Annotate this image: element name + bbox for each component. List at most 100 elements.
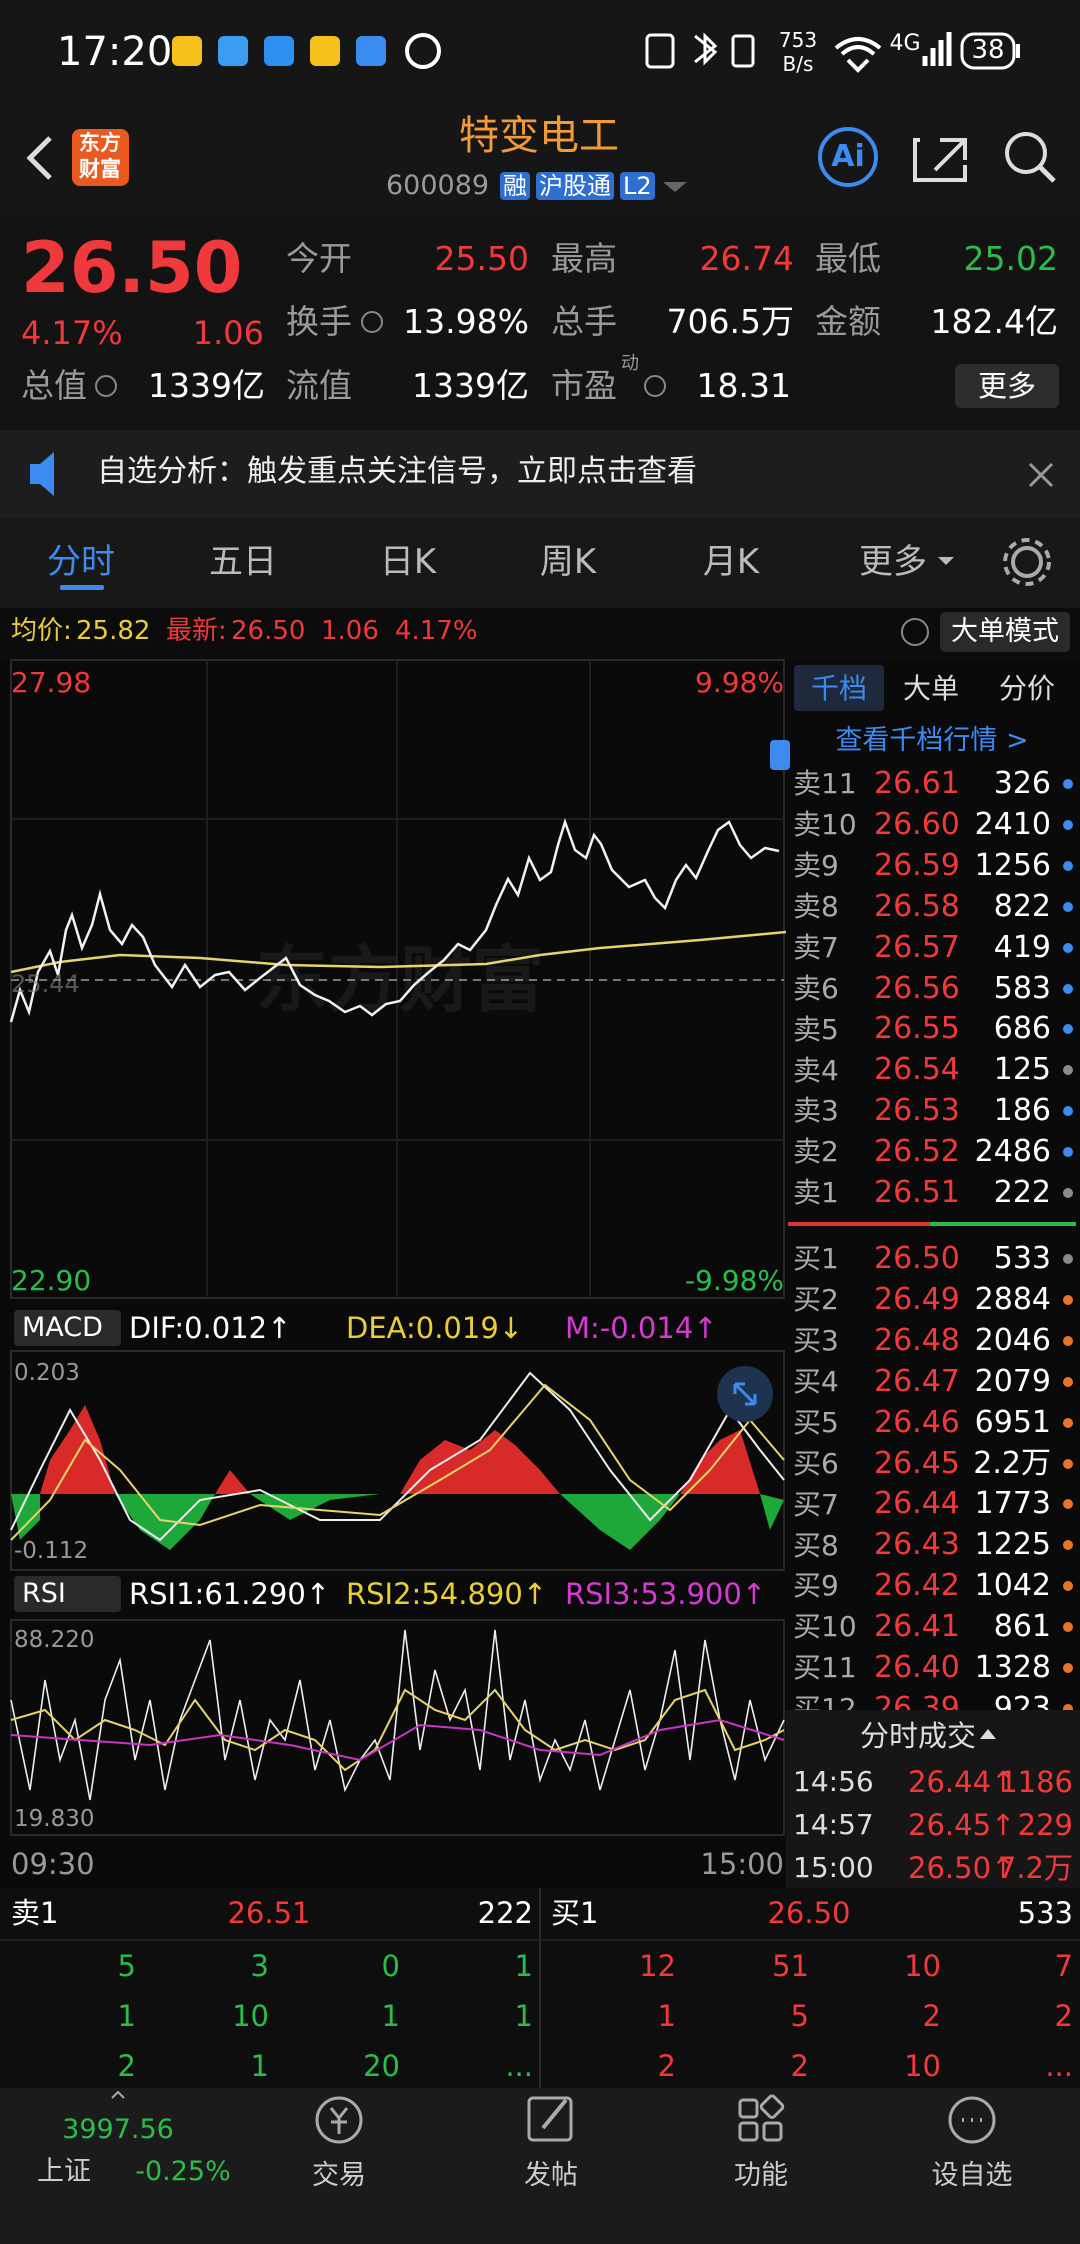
more-label[interactable]: 更多 [977, 368, 1037, 403]
tab[interactable]: 更多 [859, 541, 927, 582]
trades-title[interactable]: 分时成交 [860, 1719, 1000, 1754]
ai-button[interactable] [818, 127, 878, 187]
field-label: 市盈 [551, 366, 617, 406]
post-icon[interactable] [527, 2096, 573, 2142]
info-icon[interactable] [644, 375, 666, 397]
macd-selector[interactable] [14, 1310, 121, 1346]
rsi3-line [10, 1718, 785, 1762]
nav-item[interactable]: 交易 [312, 2159, 366, 2191]
nav-item[interactable]: 设自选 [931, 2159, 1013, 2191]
level-volume: 822 [993, 888, 1051, 924]
app-icon [356, 36, 386, 66]
book-tab[interactable]: 千档 [810, 672, 868, 706]
notice-text[interactable]: 自选分析：触发重点关注信号，立即点击查看 [97, 454, 697, 489]
summary-cell: 3 [250, 1948, 269, 1983]
level-dot [1063, 1065, 1073, 1076]
level-label: 卖6 [793, 971, 839, 1005]
level-price: 26.61 [874, 766, 960, 801]
watermark: 东方财富 [255, 937, 545, 1022]
summary-cell: 2 [790, 2048, 809, 2083]
index-name: 上证 [37, 2155, 91, 2187]
level-volume: 2486 [974, 1134, 1051, 1170]
book-tab-active[interactable] [794, 665, 884, 711]
back-button[interactable] [26, 136, 52, 180]
level-volume: 125 [993, 1052, 1051, 1088]
level-volume: 686 [993, 1011, 1051, 1047]
ai-label[interactable]: Ai [831, 139, 865, 174]
app-icon [310, 36, 340, 66]
trade-time: 14:57 [793, 1808, 874, 1842]
level-dot [1063, 1540, 1073, 1551]
level-label: 卖1 [793, 1176, 839, 1210]
field-value: 182.4亿 [930, 302, 1058, 342]
watchlist-icon[interactable] [948, 2096, 996, 2144]
help-icon[interactable] [901, 618, 929, 646]
level-dot [1063, 1581, 1073, 1592]
share-button[interactable] [913, 138, 967, 182]
summary-cell: 51 [772, 1948, 809, 1983]
trade-icon[interactable] [315, 2096, 363, 2144]
level-volume: 2410 [974, 806, 1051, 842]
level-price: 26.56 [874, 970, 960, 1006]
app-icon [264, 36, 294, 66]
tab[interactable]: 月K [702, 541, 760, 582]
tab[interactable]: 周K [539, 541, 597, 582]
search-button[interactable] [1005, 132, 1047, 174]
more-button[interactable] [955, 364, 1059, 408]
trade-time: 15:00 [793, 1851, 874, 1885]
index-value[interactable]: 3997.56 [62, 2113, 174, 2145]
indicator-name[interactable]: MACD [22, 1311, 103, 1343]
level-volume: 6951 [974, 1404, 1051, 1440]
settings-button[interactable] [1011, 546, 1043, 578]
nav-item[interactable]: 功能 [734, 2159, 788, 2191]
pct-bottom: -9.98% [684, 1264, 784, 1298]
book-tab[interactable]: 大单 [902, 672, 960, 706]
level-dot [1063, 1024, 1073, 1035]
info-icon[interactable] [95, 375, 117, 397]
notice-bar[interactable] [0, 430, 1080, 518]
dropdown-arrow[interactable] [663, 182, 687, 192]
last-price: 26.50 [21, 227, 243, 309]
index-expand[interactable] [111, 2090, 125, 2099]
info-icon[interactable] [361, 311, 383, 333]
rsi-selector[interactable] [14, 1576, 121, 1612]
dif-line [10, 1371, 785, 1542]
tab[interactable]: 日K [379, 541, 437, 582]
mode-label[interactable]: 大单模式 [951, 615, 1059, 647]
macd-dea: DEA:0.019↓ [346, 1310, 524, 1345]
summary-cell: ... [505, 2048, 533, 2083]
indicator-name[interactable]: RSI [22, 1577, 66, 1609]
mode-button[interactable] [940, 612, 1070, 652]
tab[interactable]: 五日 [209, 541, 277, 582]
book-tab[interactable]: 分价 [998, 672, 1056, 706]
close-button[interactable] [1028, 462, 1054, 488]
level-label: 卖10 [793, 808, 857, 842]
field-sup: 动 [621, 353, 639, 375]
level-volume: 1225 [974, 1527, 1051, 1563]
search-handle [1038, 165, 1056, 183]
expand-icon [733, 1382, 757, 1406]
stock-tag: L2 [620, 171, 655, 201]
field-label: 总值 [21, 366, 87, 406]
field-value: 25.50 [434, 239, 529, 279]
level-dot [1063, 983, 1073, 994]
tab[interactable]: 分时 [47, 541, 115, 582]
summary-price: 26.51 [227, 1895, 311, 1930]
level-label: 卖8 [793, 889, 839, 923]
logo-text: 东方 [79, 131, 121, 156]
macd-m: M:-0.014↑ [565, 1310, 718, 1345]
bottom-nav [0, 2088, 1080, 2244]
level-dot [1063, 779, 1073, 789]
info-item: 最新: [166, 616, 227, 647]
level-label: 卖9 [793, 849, 839, 882]
speaker-icon [30, 452, 54, 496]
info-item: 25.82 [76, 616, 151, 647]
book-link[interactable]: 查看千档行情 > [835, 724, 1029, 756]
level-price: 26.57 [874, 929, 960, 965]
rsi2: RSI2:54.890↑ [346, 1576, 548, 1611]
function-icon[interactable] [738, 2098, 759, 2119]
nav-item[interactable]: 发帖 [524, 2159, 578, 2191]
network-type: 4G [889, 30, 921, 56]
